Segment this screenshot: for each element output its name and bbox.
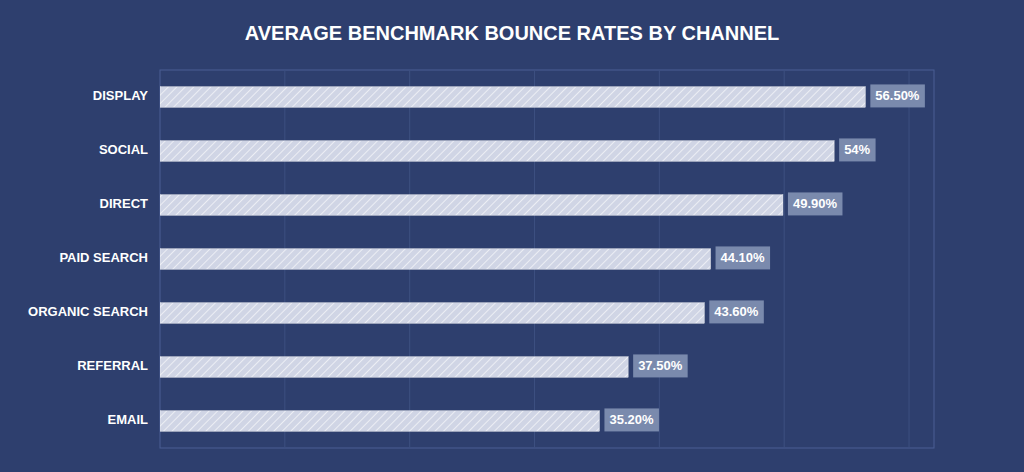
- data-label-box: [633, 354, 688, 377]
- data-label-box: [604, 408, 659, 431]
- data-label-group: 49.90%: [788, 192, 843, 215]
- data-label: 44.10%: [721, 250, 766, 265]
- grid-line: [784, 70, 785, 448]
- chart-container: AVERAGE BENCHMARK BOUNCE RATES BY CHANNE…: [0, 0, 1024, 472]
- y-tick-label: ORGANIC SEARCH: [28, 304, 148, 319]
- y-tick-label: EMAIL: [108, 412, 149, 427]
- data-label: 37.50%: [638, 358, 683, 373]
- plot-frame: [160, 70, 934, 448]
- data-label-group: 54%: [839, 138, 875, 161]
- y-tick-label: PAID SEARCH: [59, 250, 148, 265]
- data-label-box: [870, 84, 925, 107]
- data-label-group: 56.50%: [870, 84, 925, 107]
- y-tick-label: DISPLAY: [93, 88, 148, 103]
- y-tick-labels: DISPLAY SOCIAL DIRECT PAID SEARCH ORGANIC SE…: [28, 88, 148, 427]
- data-label: 43.60%: [714, 304, 759, 319]
- background: [0, 0, 1024, 472]
- data-label: 49.90%: [793, 196, 838, 211]
- bar: [160, 87, 865, 108]
- data-label-group: 44.10%: [716, 246, 771, 269]
- grid-line: [909, 70, 910, 448]
- data-label-group: 35.20%: [604, 408, 659, 431]
- data-label-group: 37.50%: [633, 354, 688, 377]
- bar: [160, 195, 783, 216]
- bar: [160, 411, 599, 432]
- chart-svg: AVERAGE BENCHMARK BOUNCE RATES BY CHANNE…: [0, 0, 1024, 472]
- data-label-box: [788, 192, 843, 215]
- data-label-box: [709, 300, 764, 323]
- y-tick-label: REFERRAL: [77, 358, 148, 373]
- bar: [160, 141, 834, 162]
- data-label: 54%: [844, 142, 870, 157]
- bar: [160, 303, 704, 324]
- data-label-box: [716, 246, 771, 269]
- data-label: 35.20%: [609, 412, 654, 427]
- bar: [160, 357, 628, 378]
- data-label: 56.50%: [875, 88, 920, 103]
- bars: [160, 87, 865, 432]
- bar: [160, 249, 711, 270]
- data-label-box: [839, 138, 875, 161]
- y-tick-label: DIRECT: [100, 196, 148, 211]
- title: AVERAGE BENCHMARK BOUNCE RATES BY CHANNE…: [245, 22, 779, 44]
- data-label-group: 43.60%: [709, 300, 764, 323]
- y-tick-label: SOCIAL: [99, 142, 148, 157]
- data-labels: 56.50% 54% 49.90% 44.10% 43.60% 37.50% 35.20%: [604, 84, 924, 431]
